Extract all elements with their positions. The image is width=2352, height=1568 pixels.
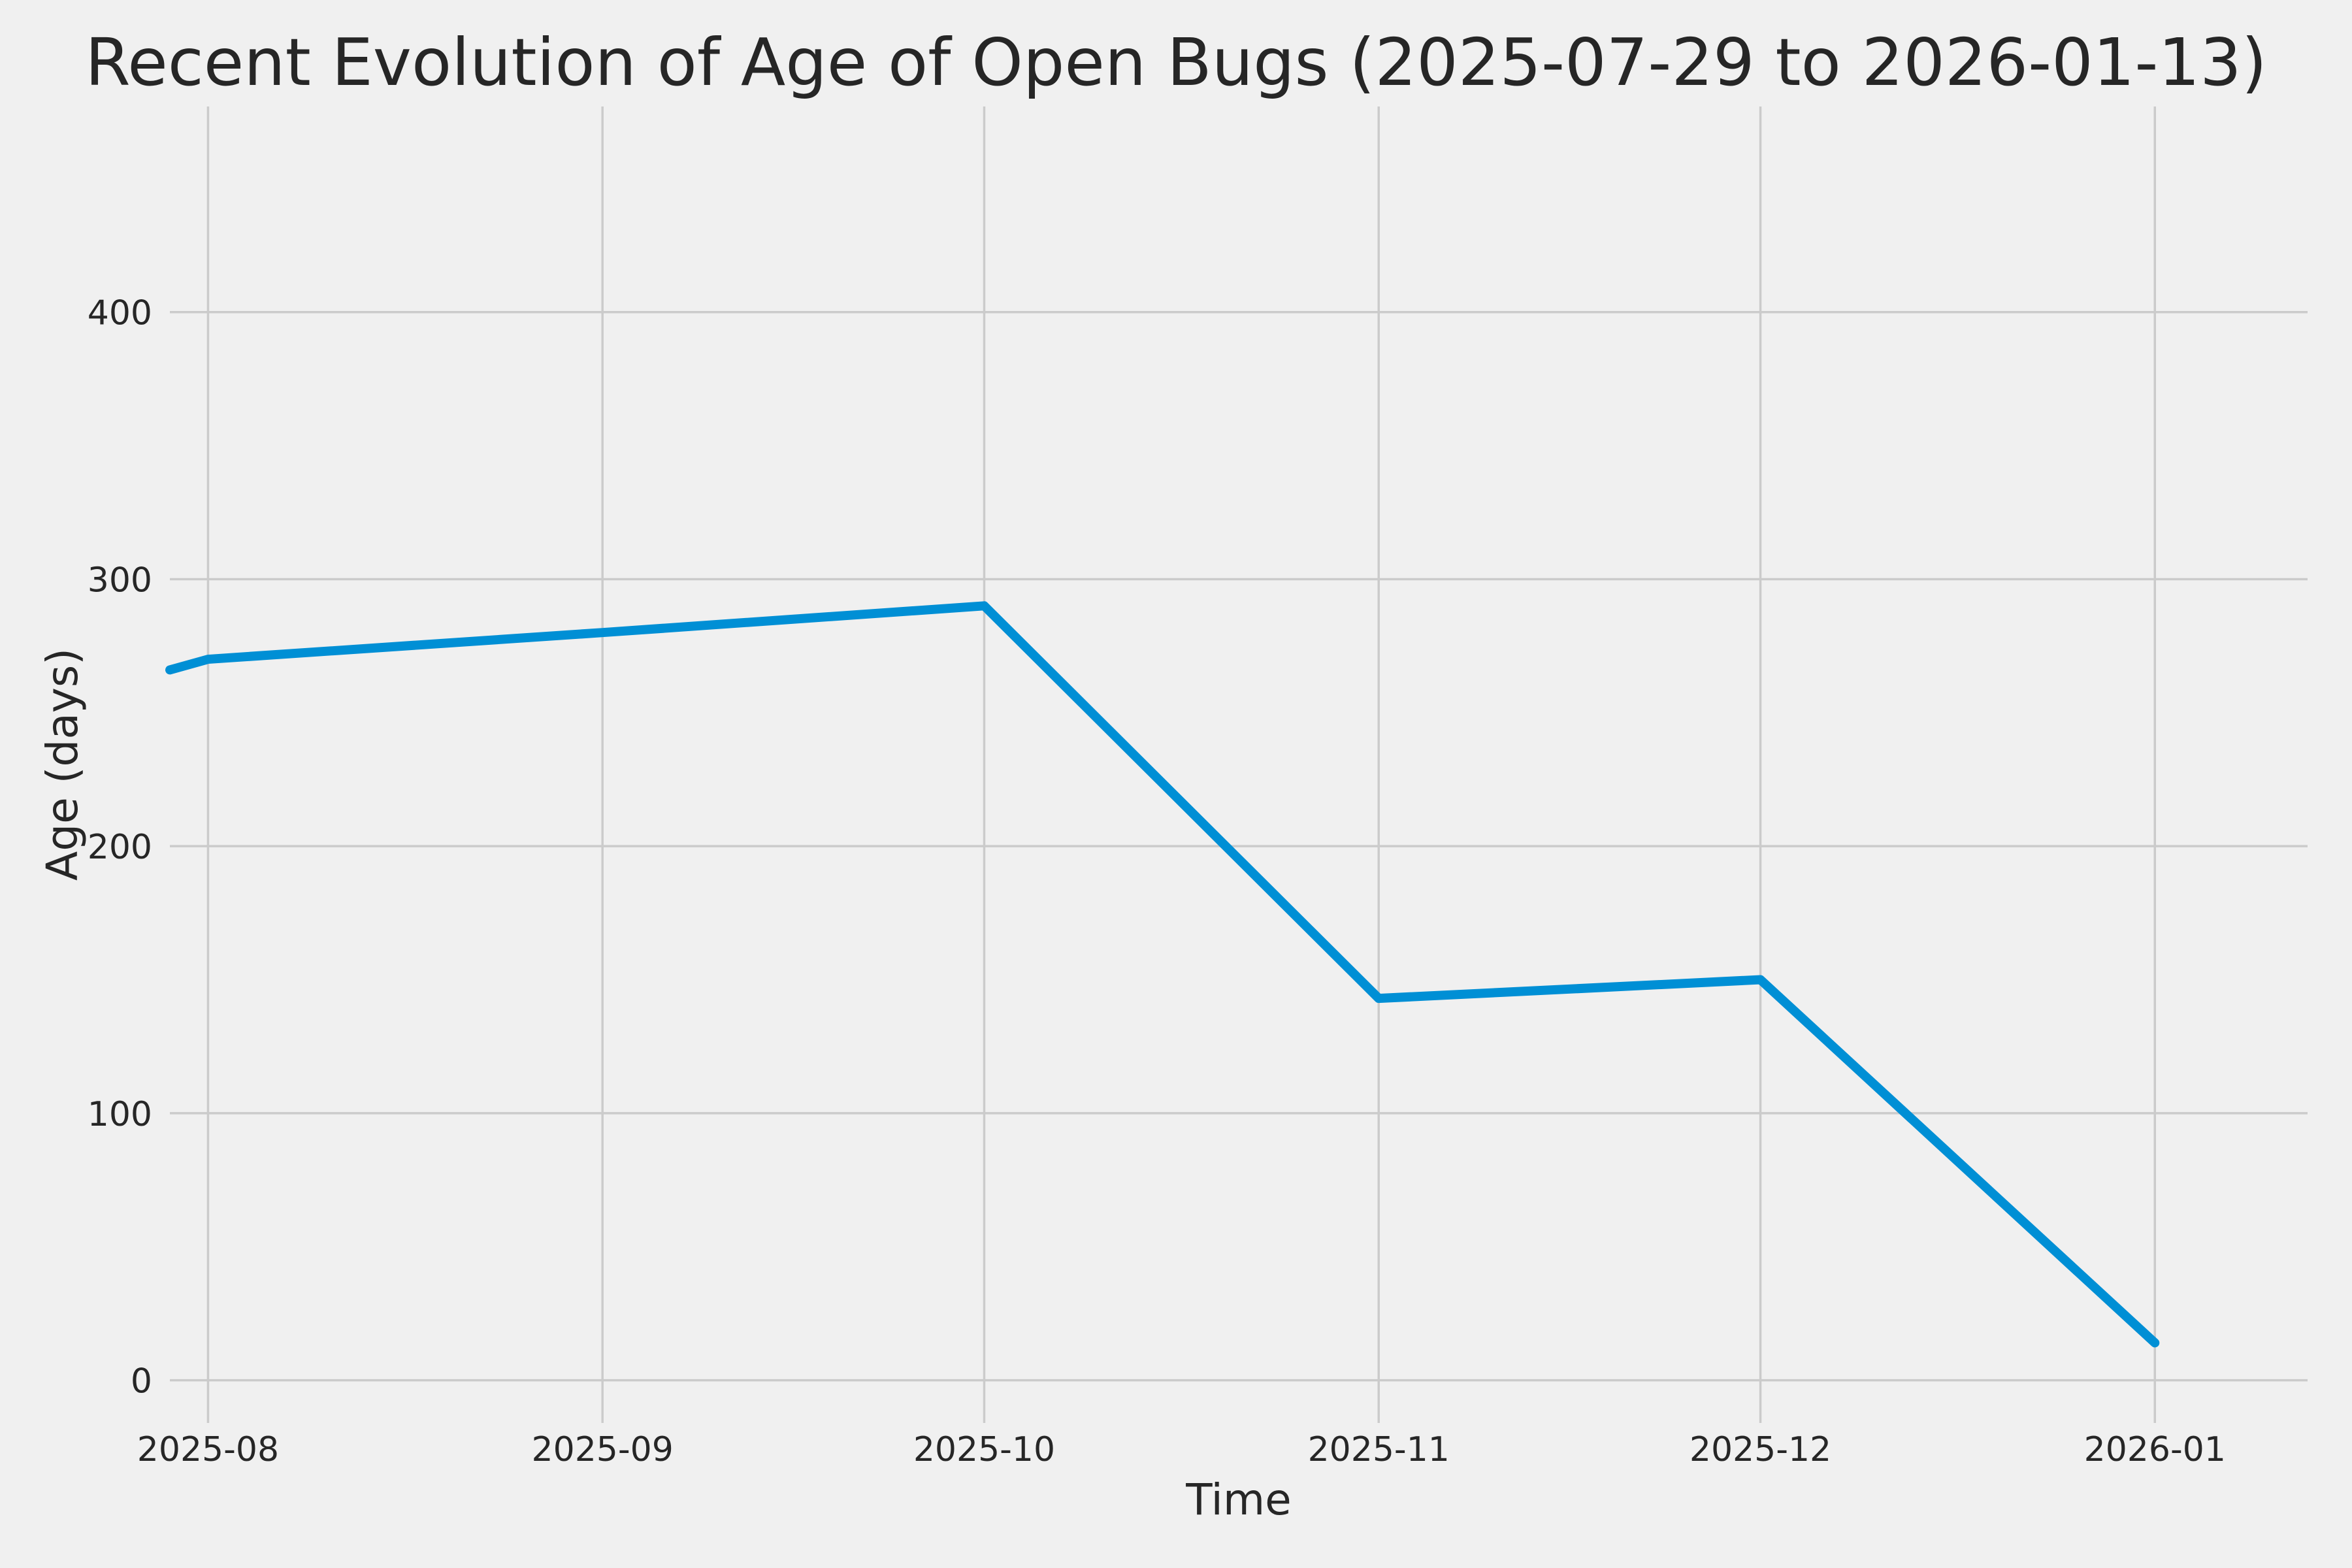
x-tick-label: 2025-08 (137, 1430, 279, 1469)
x-tick-label: 2025-10 (913, 1430, 1055, 1469)
y-tick-labels: 0 100 200 300 400 (88, 294, 152, 1401)
y-axis-label: Age (days) (37, 648, 88, 881)
x-tick-labels: 2025-08 2025-09 2025-10 2025-11 2025-12 2026-… (137, 1430, 2226, 1469)
chart-title: Recent Evolution of Age of Open Bugs (20… (85, 24, 2267, 101)
x-tick-label: 2025-09 (532, 1430, 674, 1469)
x-axis-label: Time (1185, 1475, 1292, 1525)
x-tick-label: 2025-11 (1308, 1430, 1450, 1469)
data-series (165, 601, 2160, 1348)
y-tick-label: 400 (88, 294, 152, 333)
vertical-gridlines (206, 106, 2157, 1423)
y-tick-label: 300 (88, 561, 152, 600)
x-tick-label: 2025-12 (1690, 1430, 1831, 1469)
y-tick-label: 200 (88, 828, 152, 867)
age-line-series (165, 601, 2160, 1348)
y-tick-label: 100 (88, 1095, 152, 1134)
x-tick-label: 2026-01 (2084, 1430, 2226, 1469)
horizontal-gridlines (170, 310, 2308, 1382)
y-tick-label: 0 (131, 1362, 152, 1401)
